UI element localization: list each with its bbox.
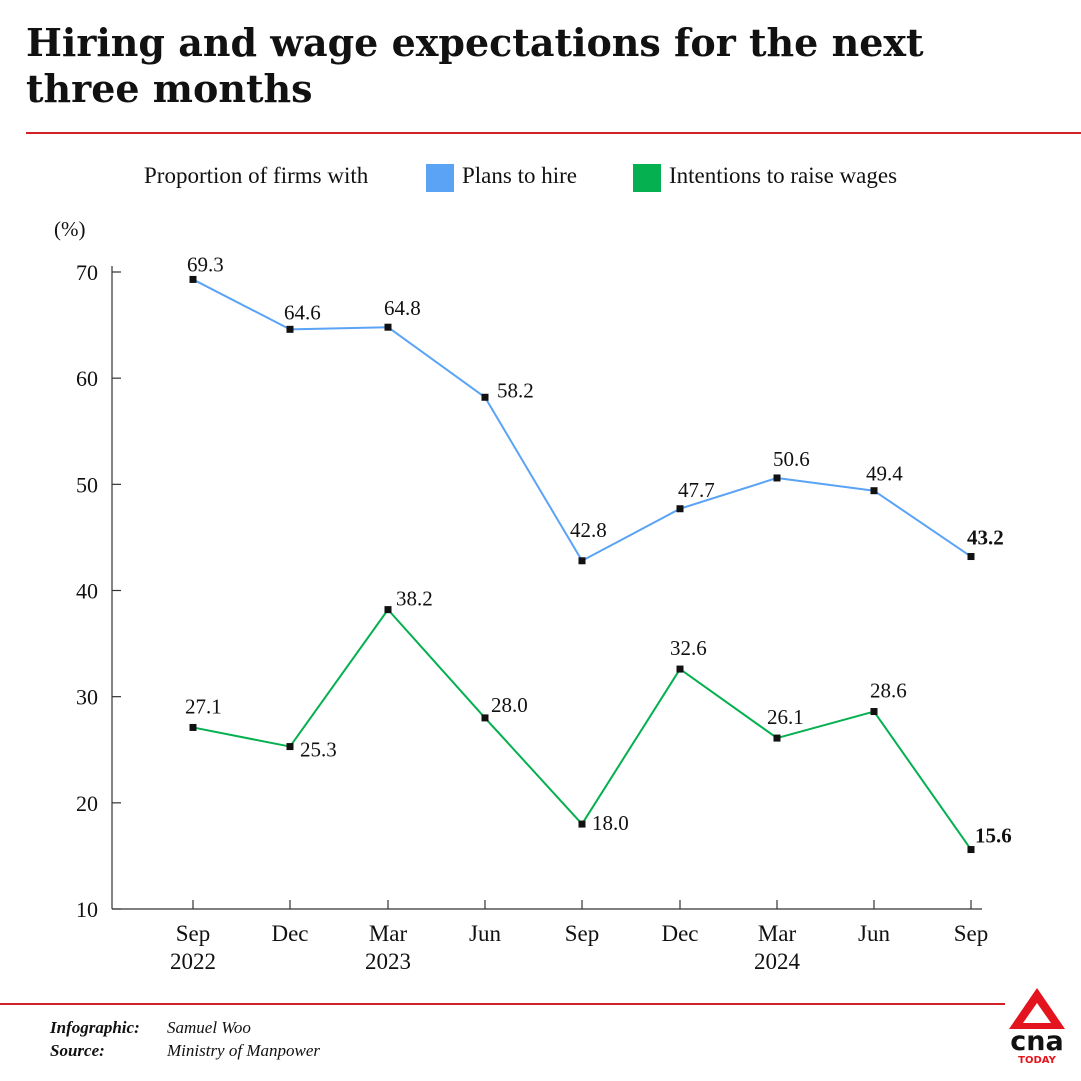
data-point <box>870 708 878 716</box>
title-divider <box>26 132 1081 134</box>
legend-swatch-hire <box>426 164 454 192</box>
data-label: 43.2 <box>967 526 1004 550</box>
data-label: 32.6 <box>670 636 707 660</box>
data-label: 58.2 <box>497 378 534 402</box>
y-tick-label: 20 <box>76 791 98 816</box>
data-label: 28.6 <box>870 679 907 703</box>
x-tick-label: Jun <box>858 921 890 946</box>
legend-prefix: Proportion of firms with <box>144 163 369 188</box>
x-tick-label: Sep <box>954 921 989 946</box>
x-tick-label: Dec <box>271 921 308 946</box>
cna-logo: cna TODAY <box>1006 986 1068 1070</box>
credit-infographic: Infographic: Samuel Woo <box>50 1016 450 1039</box>
data-label: 64.6 <box>284 300 321 324</box>
x-tick-year-label: 2023 <box>365 949 411 974</box>
y-tick-label: 30 <box>76 685 98 710</box>
data-label: 49.4 <box>866 462 903 486</box>
data-point <box>773 734 781 742</box>
data-label: 38.2 <box>396 587 433 611</box>
credit-infographic-key: Infographic: <box>50 1018 140 1037</box>
x-tick-label: Jun <box>469 921 501 946</box>
line-chart: 10 20 30 40 50 60 70 Sep 2022 Dec Mar 2023 Jun Sep Dec… <box>76 252 1012 974</box>
x-tick-year-label: 2024 <box>754 949 801 974</box>
data-point <box>676 665 684 673</box>
legend-swatch-wages <box>633 164 661 192</box>
data-label: 47.7 <box>678 478 715 502</box>
x-tick-label: Dec <box>661 921 698 946</box>
data-point <box>384 323 392 331</box>
data-point <box>481 393 489 401</box>
x-tick-label: Sep <box>565 921 600 946</box>
legend-label-hire: Plans to hire <box>462 163 577 188</box>
data-label: 69.3 <box>187 252 224 276</box>
data-point <box>578 820 586 828</box>
credit-source-value: Ministry of Manpower <box>167 1041 320 1060</box>
data-label: 25.3 <box>300 738 337 762</box>
page-title: Hiring and wage expectations for the nex… <box>26 20 924 111</box>
x-tick-label: Mar <box>758 921 797 946</box>
data-label: 18.0 <box>592 811 629 835</box>
cna-logo-word: cna <box>1010 1026 1064 1057</box>
data-label: 42.8 <box>570 518 607 542</box>
series-line-wages <box>192 608 972 851</box>
data-point <box>384 606 392 614</box>
credit-source: Source: Ministry of Manpower <box>50 1039 450 1062</box>
x-tick-label: Sep <box>176 921 211 946</box>
data-label: 26.1 <box>767 705 804 729</box>
data-point <box>286 743 294 751</box>
data-point <box>189 723 197 731</box>
y-tick-label: 70 <box>76 260 98 285</box>
x-tick-label: Mar <box>369 921 408 946</box>
credits: Infographic: Samuel Woo Source: Ministry… <box>50 1016 450 1062</box>
cna-logo-sub: TODAY <box>1018 1055 1056 1066</box>
legend: Proportion of firms with Plans to hire I… <box>0 160 1081 196</box>
data-point <box>773 474 781 482</box>
data-point <box>676 505 684 513</box>
data-label: 50.6 <box>773 447 810 471</box>
y-tick-label: 40 <box>76 579 98 604</box>
cna-logo-mark-icon <box>1009 988 1065 1029</box>
y-tick-label: 60 <box>76 366 98 391</box>
data-label: 27.1 <box>185 694 222 718</box>
y-axis-unit: (%) <box>54 217 86 241</box>
data-point <box>286 325 294 333</box>
data-point <box>578 557 586 565</box>
legend-label-wages: Intentions to raise wages <box>669 163 898 188</box>
data-point <box>481 714 489 722</box>
data-point <box>870 487 878 495</box>
data-label: 15.6 <box>975 824 1012 848</box>
data-point <box>967 553 975 561</box>
data-point <box>189 275 197 283</box>
data-label: 64.8 <box>384 296 421 320</box>
credit-source-key: Source: <box>50 1041 105 1060</box>
x-tick-year-label: 2022 <box>170 949 216 974</box>
data-label: 28.0 <box>491 693 528 717</box>
y-tick-label: 10 <box>76 897 98 922</box>
data-point <box>967 846 975 854</box>
y-tick-label: 50 <box>76 472 98 497</box>
footer-divider <box>0 1003 1005 1005</box>
credit-infographic-value: Samuel Woo <box>167 1018 251 1037</box>
